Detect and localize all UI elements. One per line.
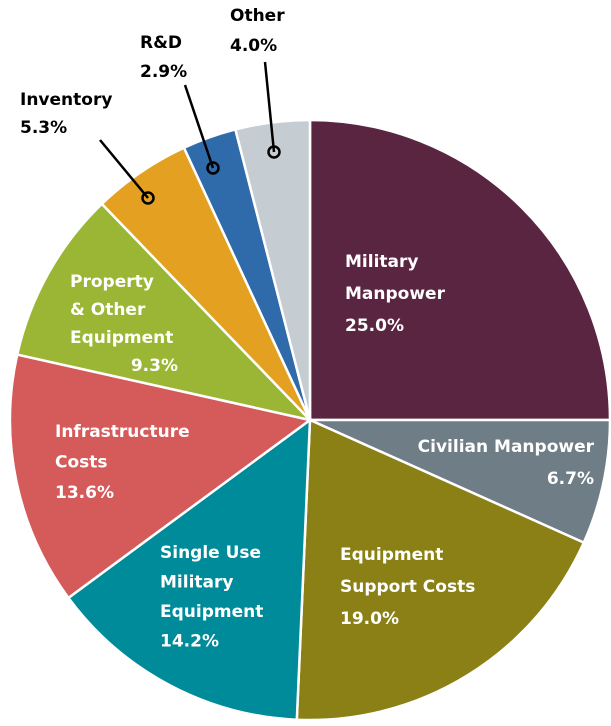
- callout-line: [99, 139, 149, 199]
- pie-slice: [15, 202, 314, 423]
- slice-label: Infrastructure: [55, 422, 190, 442]
- value-label: 19.0%: [340, 609, 399, 629]
- slice-label: Military: [345, 252, 418, 272]
- value-label: 6.7%: [547, 469, 594, 489]
- slice-label: R&D: [140, 33, 182, 53]
- slice-label: Inventory: [20, 90, 112, 110]
- value-label: 13.6%: [55, 483, 114, 503]
- pie-slice: [8, 353, 313, 600]
- slice-label: & Other: [70, 300, 146, 320]
- value-label: 2.9%: [140, 62, 187, 82]
- slice-label: Equipment: [70, 328, 173, 348]
- slice-label: Single Use: [160, 543, 261, 563]
- slice-label: Civilian Manpower: [418, 437, 595, 457]
- slice-label: Other: [230, 6, 285, 26]
- slice-label: Equipment: [160, 602, 263, 622]
- slice-label: Military: [160, 573, 233, 593]
- callout-dot: [141, 191, 155, 205]
- slice-label: Costs: [55, 453, 108, 473]
- callout-line: [183, 84, 215, 169]
- slice-label: Manpower: [345, 284, 446, 304]
- value-label: 9.3%: [131, 356, 178, 376]
- slice-label: Support Costs: [340, 577, 475, 597]
- pie-slice: [308, 118, 611, 422]
- callout-dot: [206, 161, 220, 175]
- callout-line: [263, 61, 276, 153]
- slice-label: Property: [70, 272, 154, 292]
- slice-label: Equipment: [340, 545, 443, 565]
- pie-slice: [295, 418, 586, 722]
- pie-slice: [309, 418, 611, 545]
- value-label: 14.2%: [160, 632, 219, 652]
- value-label: 5.3%: [20, 118, 67, 138]
- value-label: 25.0%: [345, 316, 404, 336]
- pie-slice: [66, 417, 312, 722]
- pie-slice: [233, 118, 312, 421]
- callout-dot: [267, 145, 281, 159]
- value-label: 4.0%: [230, 36, 277, 56]
